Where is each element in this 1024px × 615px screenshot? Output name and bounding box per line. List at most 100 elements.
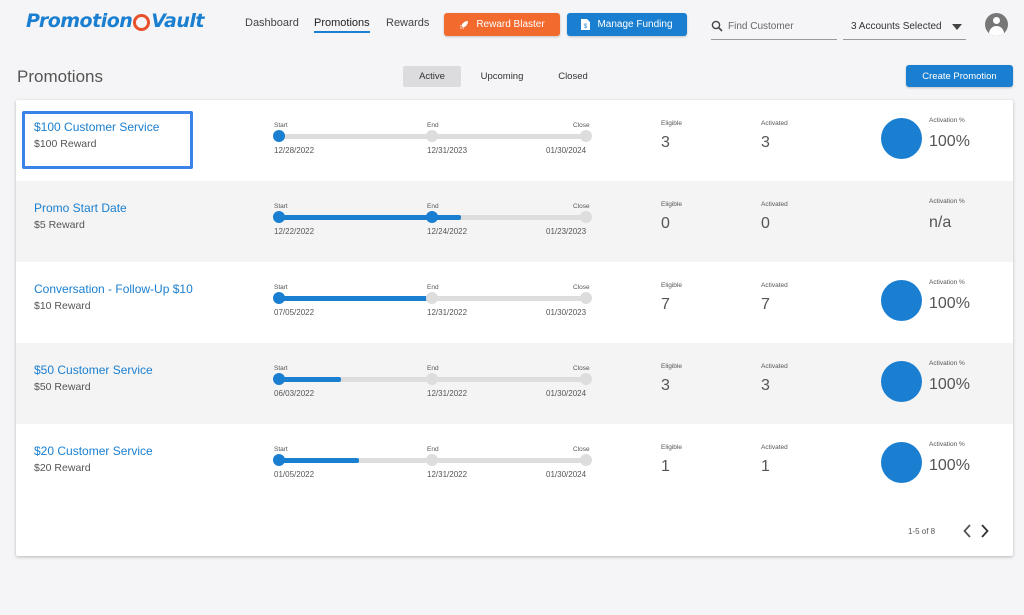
activated-label: Activated — [761, 282, 788, 289]
promotion-row[interactable]: Promo Start Date $5 Reward Start End Close 12… — [16, 181, 1013, 262]
timeline-progress-fill — [279, 296, 427, 301]
activated-label: Activated — [761, 363, 788, 370]
timeline-start-marker — [273, 454, 285, 466]
timeline-end-label: End — [427, 365, 439, 372]
eligible-count: 3 — [661, 377, 670, 394]
tab-active[interactable]: Active — [403, 66, 461, 87]
activation-pct-label: Activation % — [929, 279, 965, 286]
timeline-start-label: Start — [274, 284, 288, 291]
activated-label: Activated — [761, 444, 788, 451]
timeline-end-date: 12/31/2023 — [427, 146, 468, 155]
activation-pct-value: 100% — [929, 133, 970, 150]
timeline-progress-fill — [279, 215, 461, 220]
promotion-reward: $20 Reward — [34, 462, 91, 474]
promotion-name-link[interactable]: $50 Customer Service — [34, 363, 153, 377]
activation-pct-label: Activation % — [929, 360, 965, 367]
activation-pct-label: Activation % — [929, 441, 965, 448]
eligible-count: 7 — [661, 296, 670, 313]
promotion-reward: $10 Reward — [34, 300, 91, 312]
top-header: Promotion Vault Dashboard Promotions Rew… — [0, 0, 1024, 48]
timeline-end-label: End — [427, 122, 439, 129]
reward-blaster-button[interactable]: Reward Blaster — [444, 13, 560, 36]
activation-pie — [881, 361, 922, 402]
chevron-left-icon — [963, 524, 971, 538]
nav-dashboard[interactable]: Dashboard — [245, 17, 299, 29]
nav-rewards[interactable]: Rewards — [386, 17, 430, 29]
timeline-close-marker — [580, 454, 592, 466]
promotion-row[interactable]: $20 Customer Service $20 Reward Start End Cl… — [16, 424, 1013, 505]
activation-pct-value: 100% — [929, 376, 970, 393]
next-page-button[interactable] — [978, 521, 992, 541]
timeline-end-marker — [426, 130, 438, 142]
timeline-start-date: 12/22/2022 — [274, 227, 315, 236]
reward-blaster-label: Reward Blaster — [476, 19, 545, 30]
timeline-end-label: End — [427, 203, 439, 210]
logo-text-promotion: Promotion — [26, 10, 133, 32]
activation-pie — [881, 118, 922, 159]
eligible-count: 0 — [661, 215, 670, 232]
svg-text:$: $ — [584, 24, 588, 30]
timeline-close-label: Close — [573, 446, 590, 453]
timeline-close-date: 01/30/2024 — [546, 470, 587, 479]
chevron-down-icon — [952, 24, 962, 30]
promotion-reward: $50 Reward — [34, 381, 91, 393]
user-avatar[interactable] — [985, 13, 1008, 36]
search-icon — [711, 20, 723, 32]
create-promotion-button[interactable]: Create Promotion — [906, 65, 1013, 87]
activated-count: 3 — [761, 377, 770, 394]
timeline-end-date: 12/24/2022 — [427, 227, 468, 236]
promotion-name-link[interactable]: $100 Customer Service — [34, 120, 160, 134]
find-customer-input[interactable] — [728, 20, 828, 32]
manage-funding-button[interactable]: $ Manage Funding — [567, 13, 687, 36]
timeline-start-label: Start — [274, 122, 288, 129]
eligible-label: Eligible — [661, 120, 682, 127]
nav-promotions[interactable]: Promotions — [314, 17, 370, 33]
timeline-progress-fill — [279, 377, 341, 382]
document-dollar-icon: $ — [581, 19, 591, 30]
timeline-end-label: End — [427, 446, 439, 453]
activation-pct-label: Activation % — [929, 117, 965, 124]
tab-upcoming[interactable]: Upcoming — [480, 71, 524, 82]
timeline-close-label: Close — [573, 203, 590, 210]
activation-pie — [881, 280, 922, 321]
timeline-start-label: Start — [274, 446, 288, 453]
timeline-end-marker — [426, 373, 438, 385]
timeline-end-date: 12/31/2022 — [427, 470, 468, 479]
previous-page-button[interactable] — [960, 521, 974, 541]
promotion-row[interactable]: $50 Customer Service $50 Reward Start End Cl… — [16, 343, 1013, 424]
timeline-end-date: 12/31/2022 — [427, 308, 468, 317]
timeline-end-label: End — [427, 284, 439, 291]
timeline-close-date: 01/30/2024 — [546, 389, 587, 398]
timeline-close-marker — [580, 373, 592, 385]
timeline-close-label: Close — [573, 284, 590, 291]
promotion-row[interactable]: Conversation - Follow-Up $10 $10 Reward St… — [16, 262, 1013, 343]
timeline-progress-fill — [279, 458, 359, 463]
timeline-end-date: 12/31/2022 — [427, 389, 468, 398]
promotion-row[interactable]: $100 Customer Service $100 Reward Start End… — [16, 100, 1013, 181]
accounts-select[interactable]: 3 Accounts Selected — [843, 13, 966, 40]
logo-text-vault: Vault — [151, 10, 204, 32]
vault-dial-icon — [133, 13, 151, 31]
tab-closed[interactable]: Closed — [558, 71, 588, 82]
timeline-start-label: Start — [274, 365, 288, 372]
chevron-right-icon — [981, 524, 989, 538]
find-customer-search[interactable] — [711, 13, 837, 40]
avatar-head-shape — [993, 17, 1000, 24]
logo[interactable]: Promotion Vault — [26, 10, 204, 32]
promotion-name-link[interactable]: Promo Start Date — [34, 201, 127, 215]
timeline-start-marker — [273, 373, 285, 385]
manage-funding-label: Manage Funding — [597, 19, 673, 30]
eligible-label: Eligible — [661, 444, 682, 451]
timeline-close-marker — [580, 130, 592, 142]
timeline-close-label: Close — [573, 365, 590, 372]
promotion-name-link[interactable]: $20 Customer Service — [34, 444, 153, 458]
timeline-close-date: 01/30/2023 — [546, 308, 587, 317]
activated-count: 3 — [761, 134, 770, 151]
promotion-name-link[interactable]: Conversation - Follow-Up $10 — [34, 282, 193, 296]
promotion-reward: $5 Reward — [34, 219, 85, 231]
timeline-start-marker — [273, 211, 285, 223]
activation-pie — [881, 442, 922, 483]
timeline-start-label: Start — [274, 203, 288, 210]
timeline-start-date: 01/05/2022 — [274, 470, 315, 479]
timeline-start-date: 12/28/2022 — [274, 146, 315, 155]
